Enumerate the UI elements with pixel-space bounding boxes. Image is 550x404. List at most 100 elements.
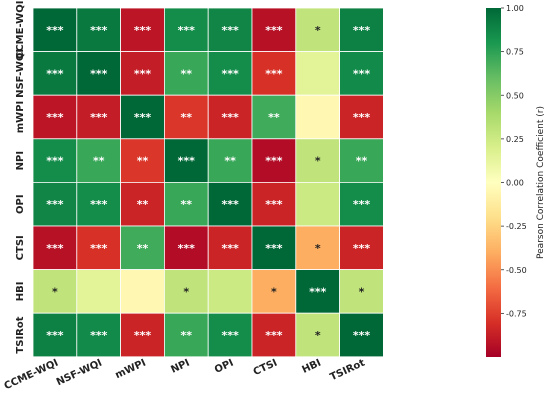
significance-label: *** [265, 67, 283, 80]
significance-label: *** [265, 242, 283, 255]
significance-label: *** [265, 155, 283, 168]
significance-label: *** [46, 242, 64, 255]
heatmap-cell [339, 138, 384, 183]
y-tick-label: TSIRot [15, 316, 26, 353]
y-tick-label: mWPI [15, 101, 26, 134]
significance-label: * [359, 285, 365, 298]
significance-label: *** [134, 24, 152, 37]
significance-label: ** [181, 111, 193, 124]
colorbar-tick-label: 1.00 [506, 4, 524, 13]
heatmap-cell [251, 312, 297, 358]
y-tick-label: CCME-WQI [15, 1, 26, 59]
x-tick-label: NSF-WQI [55, 358, 104, 389]
x-tick-label: CTSI [252, 358, 279, 379]
significance-label: ** [268, 111, 280, 124]
heatmap-cell [76, 7, 122, 52]
significance-label: *** [221, 111, 239, 124]
significance-label: ** [137, 242, 149, 255]
significance-label: * [315, 155, 321, 168]
heatmap-cell [32, 94, 78, 140]
heatmap-cell [251, 7, 297, 52]
colorbar-gradient [486, 8, 501, 357]
significance-label: *** [353, 24, 371, 37]
significance-label: *** [90, 198, 108, 211]
heatmap-cell [120, 7, 165, 52]
significance-label: *** [90, 24, 108, 37]
significance-label: *** [134, 67, 152, 80]
heatmap-cell [339, 181, 384, 227]
significance-label: *** [134, 111, 152, 124]
significance-labels: *** *** *** *** *** *** * ****** *** *** ** *** *** *… [46, 24, 370, 342]
heatmap-cell [163, 269, 209, 314]
colorbar-tick-label: 0.75 [506, 48, 524, 57]
heatmap-cell [251, 225, 297, 270]
heatmap-cell [295, 269, 340, 314]
significance-label: *** [221, 198, 239, 211]
significance-label: ** [137, 198, 149, 211]
significance-label: ** [137, 155, 149, 168]
y-tick-label: NSF-WQI [15, 49, 26, 98]
heatmap-cell [163, 312, 209, 358]
significance-label: * [315, 24, 321, 37]
colorbar-ticks: 1.00 0.75 0.50 0.25 0.00 -0.25 -0.50 -0.75 [501, 4, 527, 318]
significance-label: * [52, 285, 58, 298]
colorbar-tick-label: 0.50 [506, 91, 524, 100]
heatmap-cell [295, 51, 340, 96]
heatmap-cell [120, 312, 165, 358]
significance-label: ** [93, 155, 105, 168]
significance-label: ** [356, 155, 368, 168]
colorbar-label: Pearson Correlation Coefficient (r) [536, 106, 546, 259]
significance-label: *** [353, 242, 371, 255]
heatmap-cell [32, 138, 78, 183]
y-tick-label: CTSI [15, 235, 26, 260]
x-tick-label: OPI [213, 358, 235, 376]
significance-label: ** [181, 198, 193, 211]
significance-label: *** [134, 329, 152, 342]
heatmap-cell [207, 269, 253, 314]
heatmap-cell [339, 7, 384, 52]
heatmap-cell [120, 225, 165, 270]
x-tick-label: NPI [169, 358, 191, 376]
heatmap-cell [120, 138, 165, 183]
heatmap-cell [339, 225, 384, 270]
heatmap-cell [251, 138, 297, 183]
significance-label: *** [46, 24, 64, 37]
colorbar-tick-label: 0.25 [506, 135, 524, 144]
heatmap-cell [163, 94, 209, 140]
significance-label: *** [46, 155, 64, 168]
significance-label: *** [178, 155, 196, 168]
significance-label: *** [221, 67, 239, 80]
heatmap-cell [76, 269, 122, 314]
heatmap-cells [32, 7, 384, 358]
heatmap-cell [76, 94, 122, 140]
heatmap-cell [295, 138, 340, 183]
x-tick-label: HBI [300, 358, 323, 376]
heatmap-cell [32, 312, 78, 358]
heatmap-cell [251, 94, 297, 140]
significance-label: * [315, 329, 321, 342]
significance-label: * [271, 285, 277, 298]
heatmap-cell [76, 225, 122, 270]
significance-label: * [315, 242, 321, 255]
significance-label: *** [90, 67, 108, 80]
significance-label: ** [224, 155, 236, 168]
heatmap-cell [120, 94, 165, 140]
significance-label: *** [221, 24, 239, 37]
heatmap-cell [32, 269, 78, 314]
significance-label: ** [181, 67, 193, 80]
significance-label: *** [265, 329, 283, 342]
heatmap-cell [339, 94, 384, 140]
colorbar-tick-label: -0.75 [506, 309, 527, 318]
significance-label: *** [353, 198, 371, 211]
significance-label: ** [181, 329, 193, 342]
heatmap-cell [207, 225, 253, 270]
heatmap-cell [76, 51, 122, 96]
heatmap-cell [295, 181, 340, 227]
significance-label: *** [178, 24, 196, 37]
x-tick-label: CCME-WQI [3, 358, 61, 393]
x-tick-label: TSIRot [328, 357, 366, 383]
significance-label: *** [90, 329, 108, 342]
significance-label: *** [221, 242, 239, 255]
colorbar-tick-label: -0.50 [506, 266, 527, 275]
